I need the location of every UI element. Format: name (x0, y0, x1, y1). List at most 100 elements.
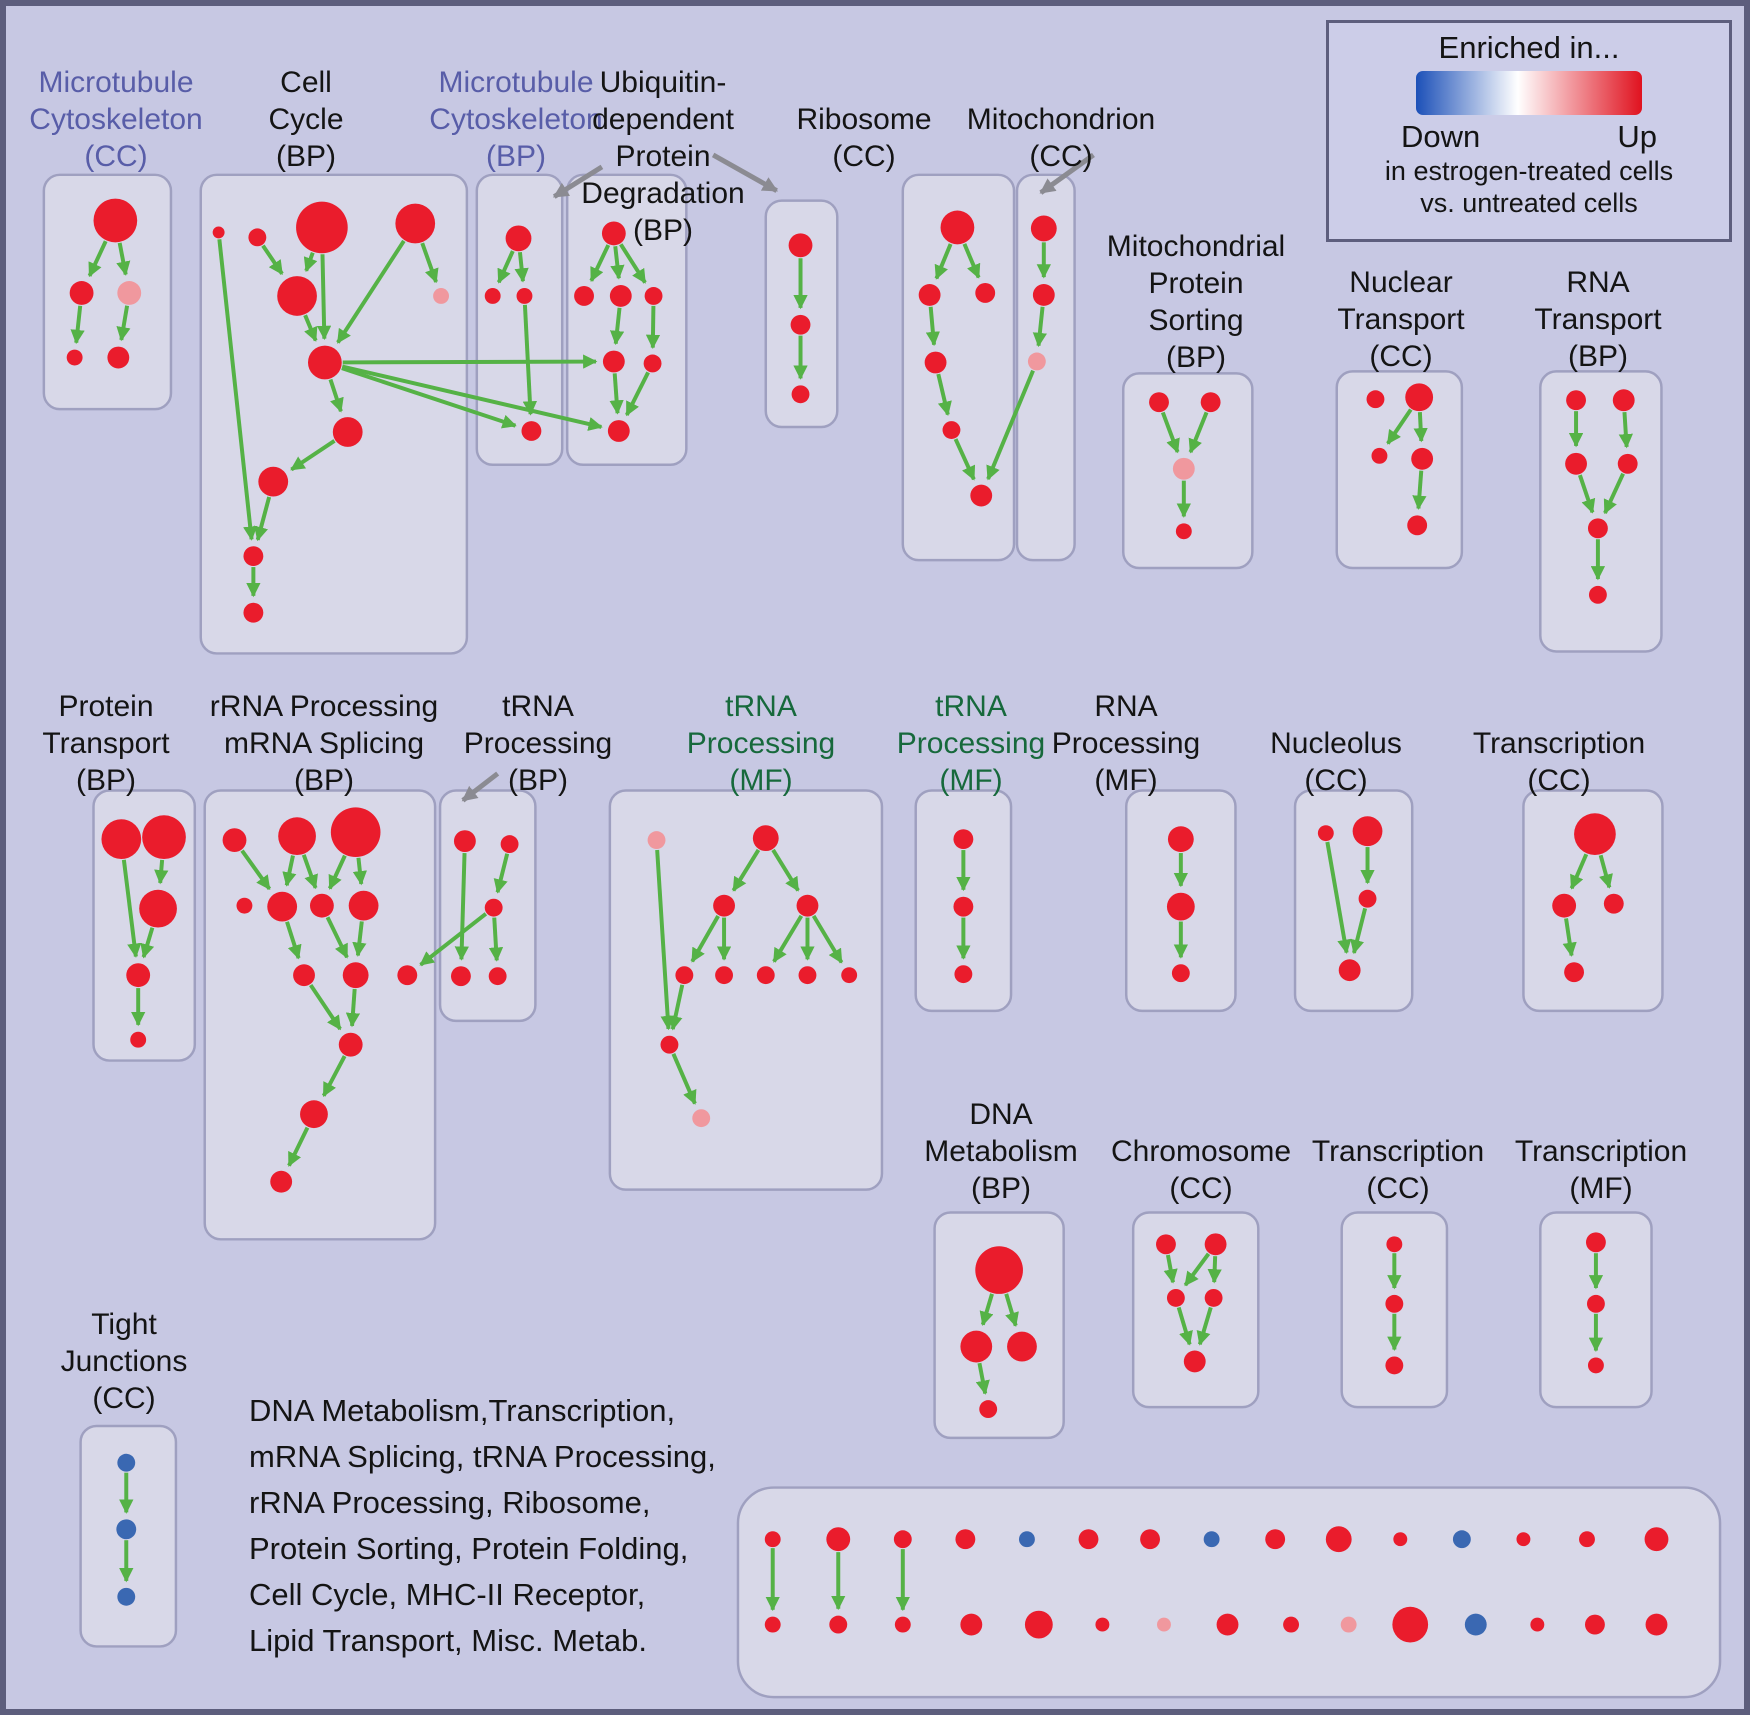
edge-arrow (325, 916, 349, 959)
edge-arrow (619, 243, 647, 284)
go-node (893, 1530, 912, 1549)
go-node (1588, 585, 1607, 604)
go-node (484, 898, 503, 917)
edge-arrow (1350, 907, 1368, 955)
edge-arrow (1603, 472, 1625, 515)
edge-arrow (1183, 1252, 1211, 1287)
go-node (1018, 1531, 1035, 1548)
go-node (1175, 523, 1192, 540)
go-node (1183, 1350, 1206, 1373)
go-node (826, 1527, 851, 1552)
edge-arrow (116, 305, 131, 342)
go-node (1204, 1288, 1223, 1307)
edge-arrow (287, 1126, 310, 1167)
go-node (1265, 1529, 1286, 1550)
edge-arrow (1196, 1306, 1213, 1346)
misc-categories-caption: DNA Metabolism,Transcription, mRNA Splic… (249, 1393, 716, 1658)
go-node (841, 967, 858, 984)
label-pointer-arrow (1039, 152, 1095, 195)
go-node (660, 1035, 679, 1054)
edge-arrow (140, 927, 155, 959)
edge-arrow (925, 306, 940, 347)
cluster-box-chromosome (1131, 1211, 1260, 1409)
legend-down-label: Down (1401, 119, 1481, 154)
edge-arrow (1618, 411, 1633, 449)
edge-arrow (1386, 408, 1413, 445)
go-node (1385, 1294, 1404, 1313)
go-node (1007, 1331, 1037, 1362)
go-node (764, 1531, 781, 1548)
edge-arrow (609, 373, 624, 415)
go-node (829, 1615, 848, 1634)
go-node (397, 965, 418, 986)
go-node (267, 891, 298, 922)
go-node (1530, 1617, 1545, 1632)
go-node (116, 1519, 137, 1540)
go-node (790, 314, 811, 335)
go-node (975, 283, 996, 303)
go-node (675, 966, 694, 985)
go-node (1617, 453, 1638, 474)
go-node (713, 894, 735, 917)
go-node (484, 288, 501, 304)
go-node (960, 1330, 993, 1363)
go-node (953, 829, 974, 850)
edge-arrow (309, 983, 342, 1031)
edge-arrow (341, 364, 603, 431)
go-node (764, 1616, 781, 1633)
go-node (607, 420, 630, 442)
edge-arrow (668, 984, 685, 1031)
go-node (330, 807, 381, 858)
go-node (516, 288, 533, 304)
go-node (117, 1587, 136, 1606)
go-node (1587, 518, 1608, 539)
go-node (975, 1246, 1023, 1294)
edge-arrow (1577, 474, 1596, 514)
cluster-box-rna_transport (1539, 370, 1663, 653)
go-node (954, 965, 973, 984)
go-node (270, 1170, 293, 1193)
go-node (1032, 284, 1055, 306)
cluster-box-ribosome (901, 173, 1016, 562)
go-node (1078, 1529, 1099, 1550)
go-node (1579, 1531, 1595, 1548)
go-node (1574, 813, 1616, 856)
edge-arrow (254, 496, 272, 542)
go-node (342, 962, 369, 989)
edge-arrow (1176, 1306, 1193, 1346)
legend-title: Enriched in... (1438, 30, 1620, 65)
edge-arrow (1004, 1293, 1019, 1327)
edge-arrow (962, 243, 981, 279)
edge-arrow (261, 244, 284, 275)
go-node (918, 284, 941, 306)
edge-arrow (811, 914, 844, 964)
go-node (601, 221, 626, 246)
edge-arrow (1163, 1254, 1178, 1284)
edge-arrow (345, 988, 361, 1028)
go-node (500, 835, 519, 854)
edge-arrow (1032, 306, 1047, 348)
edge-arrow (341, 366, 517, 429)
go-node (1603, 893, 1624, 914)
go-node (1166, 1288, 1185, 1307)
cluster-box-mito (1015, 173, 1076, 562)
edge-arrow (328, 378, 344, 413)
go-node (644, 287, 663, 305)
edge-arrow (771, 848, 800, 892)
edge-arrow (671, 1053, 697, 1105)
go-node (1283, 1616, 1300, 1633)
go-node (1644, 1527, 1669, 1552)
cluster-box-mt_bp (475, 173, 564, 467)
go-node (1024, 1610, 1053, 1639)
go-node (277, 276, 317, 316)
edge-arrow (1598, 854, 1613, 889)
cluster-box-trna_mf1 (608, 789, 884, 1191)
edge-arrow (217, 239, 258, 541)
go-node (142, 815, 186, 859)
edge-arrow (321, 1055, 347, 1098)
go-node (1584, 1614, 1605, 1635)
edge-arrow (610, 246, 625, 280)
edge-arrow (1160, 411, 1180, 454)
go-node (643, 354, 662, 373)
edge-arrow (690, 915, 720, 963)
